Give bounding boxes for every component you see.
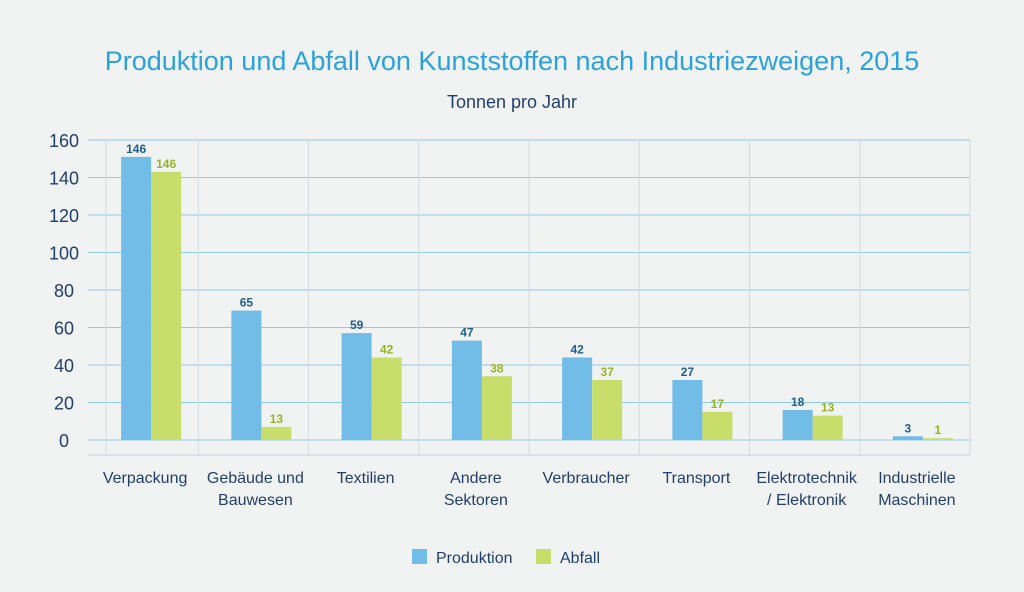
data-label-abfall: 38 (490, 361, 504, 375)
y-tick-label: 60 (54, 319, 74, 339)
bar-abfall (371, 357, 402, 440)
data-label-abfall: 146 (156, 157, 176, 171)
bar-abfall (261, 426, 292, 440)
y-tick-label: 80 (54, 281, 74, 301)
bar-abfall (592, 380, 623, 440)
y-tick-label: 120 (49, 206, 79, 226)
data-label-produktion: 18 (791, 395, 805, 409)
legend-label-abfall: Abfall (560, 550, 600, 567)
bar-produktion (782, 410, 813, 440)
x-tick-label: Verbraucher (543, 470, 631, 487)
y-tick-label: 140 (49, 169, 79, 189)
x-tick-label: Bauwesen (218, 492, 293, 509)
x-tick-label: Andere (450, 470, 502, 487)
bar-produktion (121, 156, 152, 440)
bar-abfall (922, 438, 953, 440)
data-label-produktion: 59 (350, 318, 364, 332)
bar-produktion (562, 357, 593, 440)
chart-title: Produktion und Abfall von Kunststoffen n… (104, 46, 920, 76)
x-tick-label: Sektoren (444, 492, 508, 509)
chart-subtitle: Tonnen pro Jahr (446, 92, 578, 112)
data-label-produktion: 47 (460, 326, 474, 340)
x-tick-label: Textilien (337, 470, 395, 487)
y-tick-label: 100 (49, 244, 79, 264)
bar-produktion (892, 436, 923, 440)
bar-abfall (151, 171, 182, 440)
legend-swatch-abfall (536, 549, 551, 564)
legend-swatch-produktion (412, 549, 427, 564)
data-label-produktion: 3 (905, 421, 912, 435)
x-tick-label: Gebäude und (207, 470, 304, 487)
data-label-abfall: 13 (270, 412, 284, 426)
x-tick-label: Maschinen (878, 492, 955, 509)
bar-abfall (481, 376, 512, 440)
bar-abfall (702, 411, 733, 440)
bar-produktion (451, 340, 482, 440)
data-label-produktion: 27 (681, 365, 695, 379)
bar-produktion (231, 310, 262, 440)
y-tick-label: 160 (49, 131, 79, 151)
data-label-produktion: 146 (126, 142, 146, 156)
data-label-abfall: 37 (600, 365, 614, 379)
bar-produktion (341, 333, 372, 440)
x-tick-label: Industrielle (878, 470, 955, 487)
data-label-abfall: 13 (821, 401, 835, 415)
y-tick-label: 20 (54, 394, 74, 414)
x-tick-label: Transport (662, 470, 730, 487)
data-label-produktion: 42 (570, 343, 584, 357)
x-tick-label: Verpackung (103, 470, 188, 487)
data-label-produktion: 65 (240, 296, 254, 310)
y-tick-label: 0 (59, 431, 69, 451)
legend-label-produktion: Produktion (436, 550, 513, 567)
data-label-abfall: 17 (711, 397, 725, 411)
bar-abfall (812, 415, 843, 440)
bar-produktion (672, 380, 703, 440)
y-tick-label: 40 (54, 356, 74, 376)
x-tick-label: / Elektronik (767, 492, 847, 509)
x-tick-label: Elektrotechnik (756, 470, 857, 487)
data-label-abfall: 1 (935, 423, 942, 437)
data-label-abfall: 42 (380, 343, 394, 357)
